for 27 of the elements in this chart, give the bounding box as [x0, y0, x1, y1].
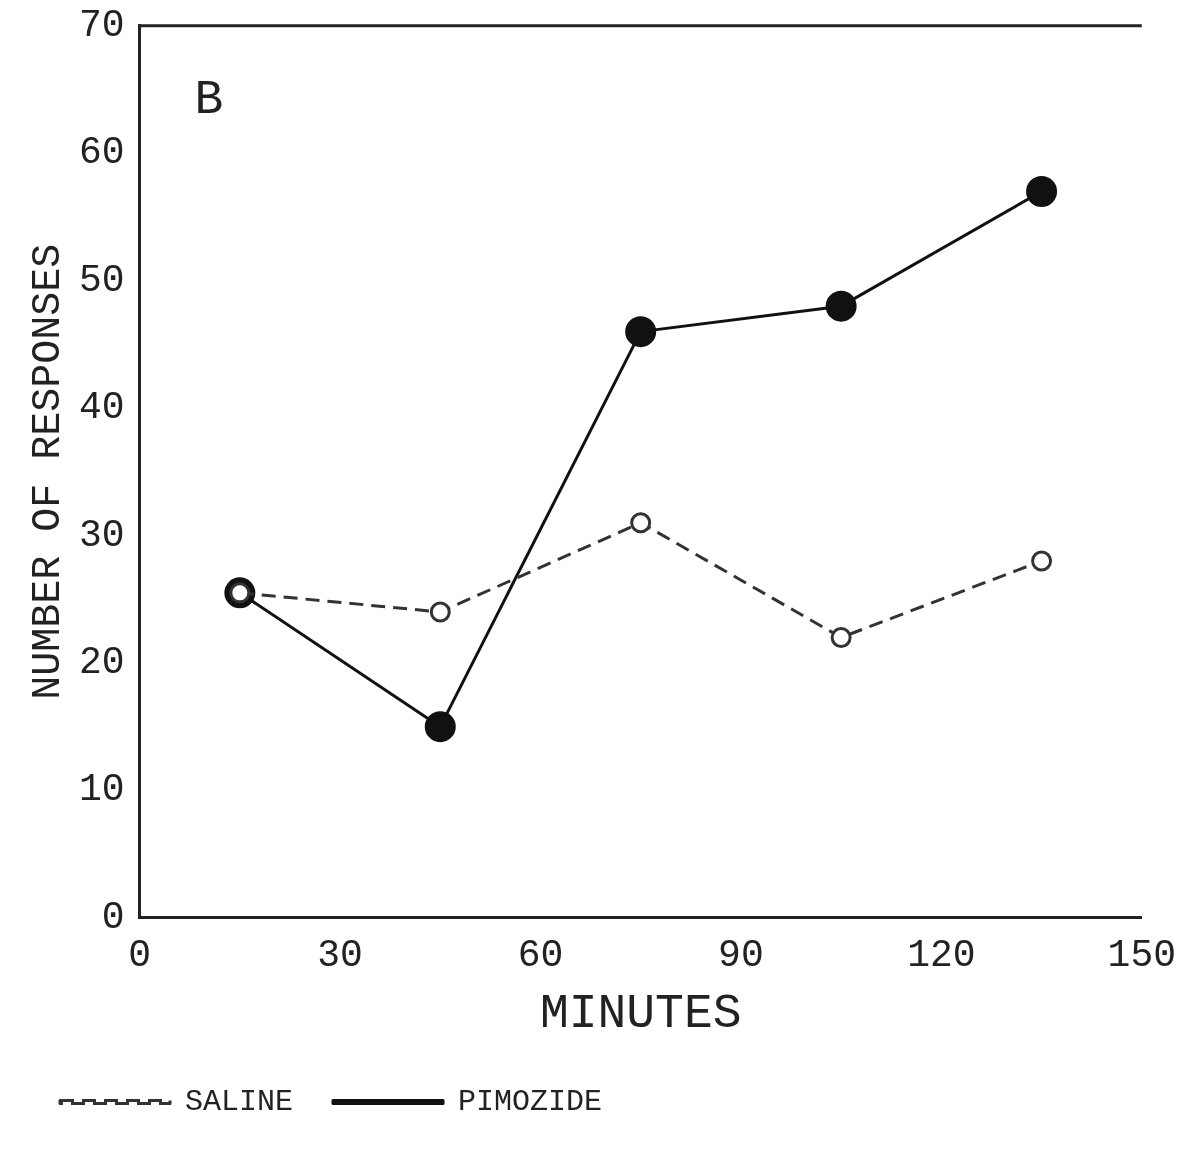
y-tick-label: 30 [79, 513, 125, 557]
y-tick-label: 50 [79, 258, 125, 302]
x-axis-title: MINUTES [539, 986, 742, 1041]
y-tick-label: 70 [79, 3, 125, 47]
y-axis-title: NUMBER OF RESPONSES [25, 243, 71, 700]
x-tick-label: 120 [907, 933, 976, 977]
x-tick-label: 60 [517, 933, 564, 977]
x-tick-label: 30 [317, 933, 363, 977]
x-tick-label: 150 [1107, 933, 1177, 977]
point [429, 601, 451, 623]
point [825, 290, 857, 322]
legend-label: PIMOZIDE [458, 1084, 603, 1119]
y-tick-label: 10 [79, 768, 125, 812]
point [830, 626, 852, 648]
x-tick-label: 0 [128, 933, 152, 977]
legend-label: SALINE [185, 1084, 294, 1119]
point [630, 512, 652, 534]
y-tick-label: 60 [79, 131, 125, 175]
point [1031, 550, 1053, 572]
annotation: B [194, 72, 224, 127]
x-tick-label: 90 [718, 933, 764, 977]
point [1026, 175, 1058, 207]
y-tick-label: 20 [79, 641, 125, 685]
y-tick-label: 0 [101, 895, 125, 939]
point [424, 711, 456, 743]
point [625, 316, 657, 348]
y-tick-label: 40 [79, 386, 125, 430]
